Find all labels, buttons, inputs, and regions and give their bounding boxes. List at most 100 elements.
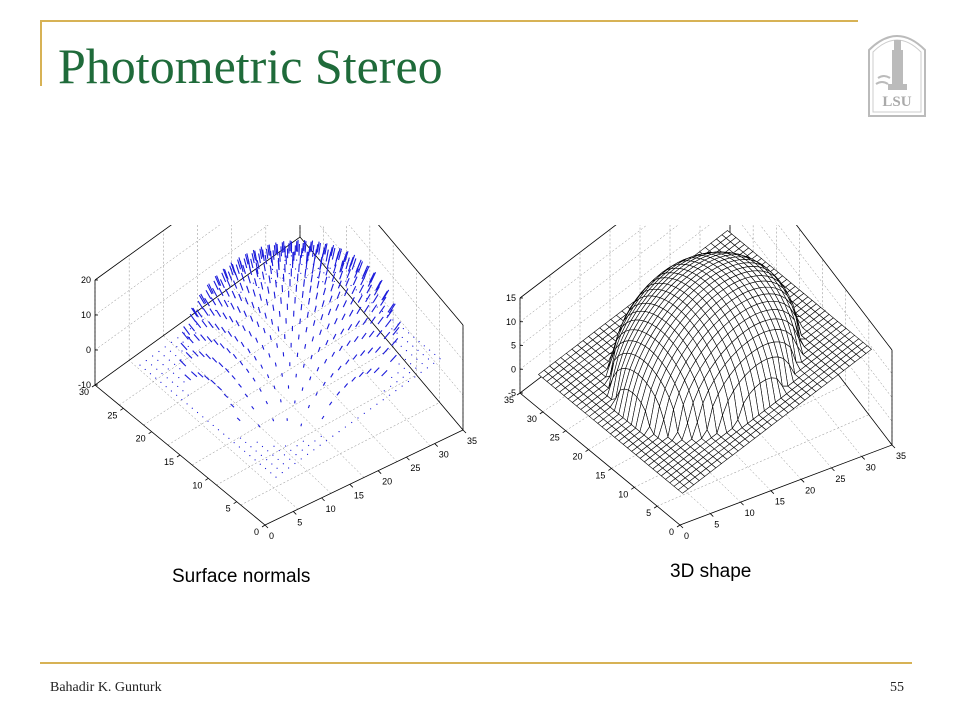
- x-tick-label: 25: [410, 463, 420, 473]
- lsu-logo: LSU: [868, 35, 926, 117]
- normal-dot: [145, 359, 147, 362]
- normal-arrow: [229, 265, 234, 276]
- normal-dot: [202, 319, 204, 321]
- normal-arrow: [315, 244, 319, 255]
- normal-dot: [176, 346, 178, 348]
- normal-arrow: [237, 259, 242, 270]
- normal-arrow: [298, 243, 300, 256]
- normal-arrow: [346, 269, 352, 279]
- normal-dot: [289, 458, 291, 460]
- y-tick: [91, 384, 96, 388]
- normal-dot: [182, 390, 184, 392]
- normal-arrow: [251, 253, 255, 264]
- normal-arrow: [325, 339, 329, 346]
- normal-arrow: [329, 247, 333, 258]
- x-tick: [462, 429, 467, 434]
- normal-arrow: [256, 321, 260, 328]
- normal-dot: [177, 385, 179, 388]
- normal-arrow: [218, 362, 224, 368]
- normal-arrow: [336, 391, 341, 396]
- normal-dot: [313, 254, 316, 256]
- normal-arrow: [348, 309, 354, 317]
- normal-dot: [189, 328, 192, 330]
- normal-dot: [207, 420, 209, 422]
- normal-arrow: [280, 297, 282, 304]
- normal-arrow: [316, 280, 320, 289]
- normal-arrow: [305, 251, 308, 264]
- normal-dot: [228, 437, 230, 439]
- normal-arrow: [358, 284, 365, 294]
- normal-arrow: [255, 268, 259, 277]
- x-tick: [831, 467, 835, 472]
- normal-arrow: [334, 318, 338, 325]
- normal-arrow: [251, 405, 255, 410]
- normal-arrow: [244, 393, 249, 398]
- normal-arrow: [277, 326, 280, 332]
- normal-dot: [363, 412, 365, 414]
- normal-arrow: [311, 336, 315, 342]
- normal-arrow: [213, 339, 219, 346]
- normal-arrow: [370, 316, 376, 324]
- normal-dot: [271, 463, 273, 465]
- normal-arrow: [324, 358, 328, 364]
- normal-arrow: [304, 344, 307, 349]
- normal-dot: [300, 272, 302, 274]
- normal-arrow: [393, 321, 401, 331]
- normal-arrow: [239, 282, 244, 291]
- normal-arrow: [280, 399, 282, 403]
- 3d-shape-plot: 0 5 10 15 20 25 30 35 35 30 25 20 15 10 5 0 15 10 5 0 -5: [504, 225, 906, 541]
- normal-arrow: [325, 266, 329, 276]
- normal-arrow: [330, 245, 335, 257]
- normal-arrow: [206, 284, 213, 295]
- normal-arrow: [362, 317, 368, 325]
- normal-arrow: [192, 307, 199, 318]
- normal-dot: [244, 450, 246, 452]
- normal-arrow: [340, 262, 345, 272]
- normal-arrow: [337, 365, 342, 371]
- normal-dot: [413, 336, 415, 338]
- normal-dot: [252, 282, 255, 284]
- normal-arrow: [183, 326, 191, 335]
- normal-dot: [325, 440, 328, 442]
- normal-arrow: [338, 248, 342, 261]
- normal-arrow: [382, 289, 390, 300]
- y-tick: [120, 408, 124, 411]
- normal-arrow: [297, 334, 300, 340]
- normal-dot: [264, 467, 267, 470]
- x-tick-label: 35: [467, 436, 477, 446]
- normal-dot: [221, 305, 223, 307]
- normal-arrow: [255, 262, 259, 275]
- normal-arrow: [300, 248, 303, 258]
- normal-arrow: [344, 288, 349, 297]
- normal-arrow: [353, 336, 359, 343]
- normal-arrow: [322, 287, 326, 296]
- normal-dot: [401, 336, 403, 339]
- normal-arrow: [201, 320, 208, 328]
- normal-arrow: [188, 323, 195, 332]
- normal-dot: [426, 367, 428, 369]
- normal-arrow: [196, 309, 203, 318]
- normal-dot: [182, 341, 184, 343]
- y-tick: [653, 505, 658, 509]
- normal-arrow: [302, 363, 305, 368]
- normal-dot: [306, 268, 308, 270]
- z-tick-label: 10: [506, 317, 516, 327]
- normal-arrow: [254, 250, 258, 262]
- x-tick-label: 35: [896, 451, 906, 461]
- normal-arrow: [298, 263, 300, 273]
- normal-dot: [313, 449, 315, 451]
- normal-dot: [166, 377, 168, 379]
- normal-arrow: [235, 320, 240, 327]
- normal-arrow: [324, 243, 328, 255]
- normal-arrow: [352, 276, 358, 286]
- normal-arrow: [336, 291, 341, 300]
- normal-arrow: [184, 374, 192, 381]
- normal-arrow: [275, 242, 278, 254]
- normal-arrow: [388, 303, 396, 314]
- normal-arrow: [323, 243, 327, 255]
- normal-arrow: [299, 318, 301, 325]
- y-tick: [676, 524, 681, 528]
- normal-dot: [388, 394, 391, 396]
- normal-dot: [357, 417, 359, 419]
- y-tick-label: 20: [136, 434, 146, 444]
